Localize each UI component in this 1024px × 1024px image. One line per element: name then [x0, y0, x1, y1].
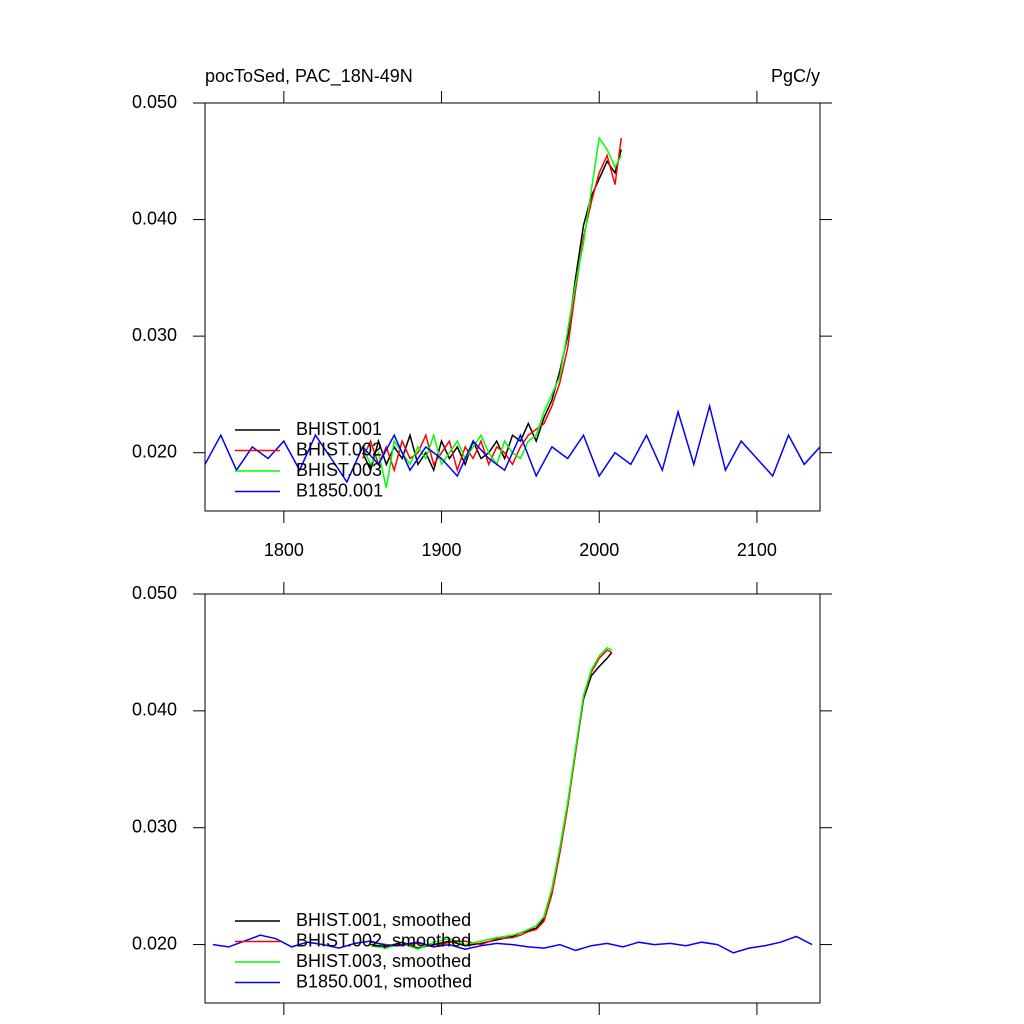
y-tick-label: 0.030	[132, 816, 177, 836]
series-line	[362, 137, 623, 473]
legend-label: BHIST.003, smoothed	[296, 951, 471, 971]
series-line	[362, 135, 622, 488]
units: PgC/y	[771, 66, 820, 86]
y-tick-label: 0.050	[132, 583, 177, 603]
series-line	[370, 649, 613, 948]
series-line	[362, 149, 623, 473]
series-line	[370, 651, 613, 949]
legend-label: B1850.001, smoothed	[296, 971, 472, 991]
series-line	[212, 934, 813, 954]
series-line	[204, 403, 821, 484]
legend-label: BHIST.001	[296, 419, 382, 439]
chart-title: pocToSed, PAC_18N-49N	[205, 66, 413, 87]
legend-label: B1850.001	[296, 480, 383, 500]
y-tick-label: 0.040	[132, 700, 177, 720]
y-tick-label: 0.020	[132, 933, 177, 953]
legend-label: BHIST.003	[296, 460, 382, 480]
y-tick-label: 0.050	[132, 92, 177, 112]
y-tick-label: 0.040	[132, 208, 177, 228]
x-tick-label: 2100	[737, 540, 777, 560]
y-tick-label: 0.020	[132, 441, 177, 461]
x-tick-label: 1900	[422, 540, 462, 560]
plot-frame	[204, 102, 821, 512]
legend-label: BHIST.001, smoothed	[296, 910, 471, 930]
y-tick-label: 0.030	[132, 325, 177, 345]
x-tick-label: 1800	[264, 540, 304, 560]
x-tick-label: 2000	[579, 540, 619, 560]
series-line	[370, 646, 613, 951]
legend-label: BHIST.002	[296, 439, 382, 459]
plot-frame	[204, 593, 821, 1004]
legend-label: BHIST.002, smoothed	[296, 930, 471, 950]
